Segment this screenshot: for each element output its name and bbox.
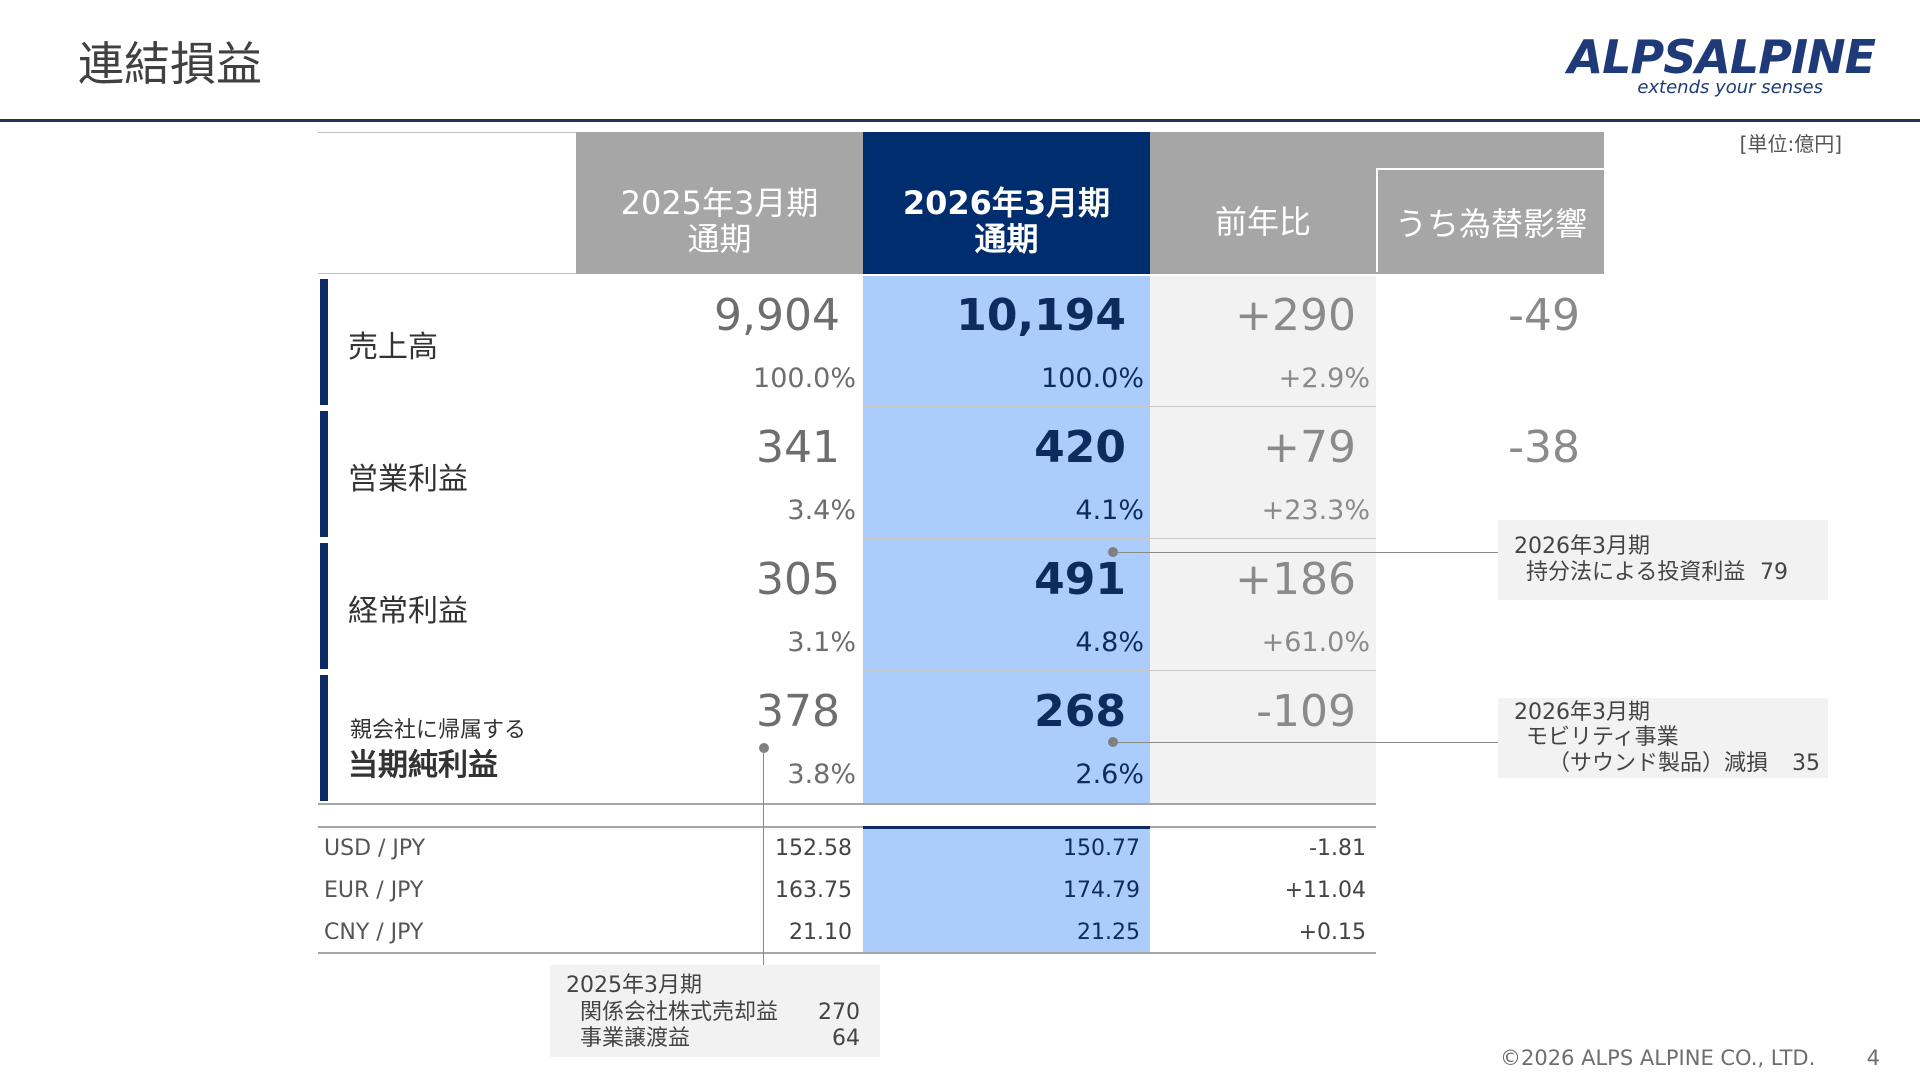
fx-pair-eur: EUR / JPY	[324, 878, 424, 903]
row-label-net-income-prefix: 親会社に帰属する	[350, 718, 527, 743]
header-fy2026-line2: 通期	[974, 220, 1039, 258]
logo-brand: ALPSALPINE	[1567, 30, 1876, 84]
ordinary-income-fy2026-pct: 4.8%	[1075, 627, 1144, 658]
sales-fx-impact: -49	[1508, 290, 1580, 341]
table-top-line	[318, 132, 576, 133]
row-separator	[863, 538, 1376, 539]
operating-income-fy2025-pct: 3.4%	[787, 495, 856, 526]
operating-income-fy2026: 420	[1034, 422, 1126, 473]
net-income-fy2026-pct: 2.6%	[1075, 759, 1144, 790]
sales-yoy: +290	[1235, 290, 1356, 341]
note-mobility-line1: 2026年3月期	[1514, 700, 1650, 725]
yoy-column-bg	[1150, 276, 1376, 804]
row-label-sales: 売上高	[348, 330, 438, 365]
note-mobility-line2: モビリティ事業	[1526, 725, 1679, 750]
row-label-operating-income: 営業利益	[348, 462, 468, 497]
header-bottom-line	[318, 273, 576, 274]
row-label-net-income: 当期純利益	[348, 748, 498, 783]
net-income-yoy: -109	[1256, 686, 1356, 737]
header-fy2026-line1: 2026年3月期	[902, 184, 1111, 222]
header-fy2025-line2: 通期	[687, 220, 752, 258]
note-gain-on-sale: 2025年3月期 関係会社株式売却益 270 事業譲渡益 64	[550, 965, 880, 1057]
note-gain-line1: 2025年3月期	[566, 973, 702, 998]
callout-dot-gain	[759, 743, 769, 753]
fx-pair-usd: USD / JPY	[324, 836, 426, 861]
sales-fy2025: 9,904	[714, 290, 840, 341]
operating-income-fx-impact: -38	[1508, 422, 1580, 473]
fx-usd-fy2025: 152.58	[775, 836, 852, 861]
sales-fy2026-pct: 100.0%	[1041, 363, 1144, 394]
header-yoy: 前年比	[1150, 132, 1376, 274]
row-separator	[863, 670, 1376, 671]
sales-yoy-pct: +2.9%	[1278, 363, 1370, 394]
ordinary-income-yoy-pct: +61.0%	[1261, 627, 1370, 658]
fx-cny-yoy: +0.15	[1298, 920, 1366, 945]
row-marker	[320, 675, 328, 801]
note-gain-value2: 64	[832, 1026, 860, 1051]
header-divider	[0, 119, 1920, 122]
net-income-fy2025: 378	[756, 686, 840, 737]
header-fy2025: 2025年3月期 通期	[576, 132, 863, 274]
header-yoy-label: 前年比	[1214, 203, 1311, 241]
ordinary-income-fy2026: 491	[1034, 554, 1126, 605]
fx-bottom-line	[318, 952, 1376, 954]
row-marker	[320, 279, 328, 405]
fx-usd-yoy: -1.81	[1309, 836, 1366, 861]
footer: ©2026 ALPS ALPINE CO., LTD. 4	[1500, 1046, 1880, 1070]
callout-line-equity	[1113, 552, 1498, 553]
operating-income-fy2026-pct: 4.1%	[1075, 495, 1144, 526]
unit-label: [単位:億円]	[1739, 132, 1842, 156]
fx-cny-fy2025: 21.10	[789, 920, 852, 945]
copyright: ©2026 ALPS ALPINE CO., LTD.	[1499, 1046, 1816, 1070]
note-gain-value1: 270	[818, 1000, 860, 1025]
ordinary-income-fy2025: 305	[756, 554, 840, 605]
note-equity-value: 79	[1760, 560, 1788, 585]
fx-eur-fy2025: 163.75	[775, 878, 852, 903]
net-income-fy2025-pct: 3.8%	[787, 759, 856, 790]
ordinary-income-fy2025-pct: 3.1%	[787, 627, 856, 658]
note-gain-line2: 関係会社株式売却益	[580, 1000, 779, 1025]
page-title: 連結損益	[78, 37, 262, 91]
fx-current-top-accent	[863, 826, 1150, 829]
fx-top-line	[318, 826, 1376, 828]
header-fy2026: 2026年3月期 通期	[863, 132, 1150, 274]
operating-income-yoy: +79	[1263, 422, 1356, 473]
note-gain-line3: 事業譲渡益	[580, 1026, 691, 1051]
note-mobility-impairment: 2026年3月期 モビリティ事業 （サウンド製品）減損 35	[1498, 698, 1828, 778]
row-separator	[863, 406, 1376, 407]
sales-fy2025-pct: 100.0%	[753, 363, 856, 394]
note-equity-line1: 2026年3月期	[1514, 534, 1650, 559]
note-equity-method: 2026年3月期 持分法による投資利益 79	[1498, 520, 1828, 600]
header-fx-impact-label: うち為替影響	[1394, 205, 1587, 243]
row-label-ordinary-income: 経常利益	[348, 594, 468, 629]
fx-cny-fy2026: 21.25	[1077, 920, 1140, 945]
note-equity-line2: 持分法による投資利益	[1526, 560, 1746, 585]
net-income-fy2026: 268	[1034, 686, 1126, 737]
header-fy2025-line1: 2025年3月期	[620, 184, 819, 222]
page-number: 4	[1866, 1046, 1880, 1070]
operating-income-yoy-pct: +23.3%	[1261, 495, 1370, 526]
fx-usd-fy2026: 150.77	[1063, 836, 1140, 861]
company-logo: ALPSALPINE extends your senses	[1545, 30, 1876, 100]
note-mobility-value: 35	[1792, 751, 1820, 776]
sales-fy2026: 10,194	[956, 290, 1126, 341]
note-mobility-line3: （サウンド製品）減損	[1548, 751, 1769, 776]
callout-line-mobility	[1113, 742, 1498, 743]
table-bottom-line	[318, 803, 1376, 805]
operating-income-fy2025: 341	[756, 422, 840, 473]
fx-eur-yoy: +11.04	[1284, 878, 1366, 903]
logo-tagline: extends your senses	[1637, 77, 1823, 98]
fx-current-column-bg	[863, 828, 1150, 952]
ordinary-income-yoy: +186	[1235, 554, 1356, 605]
callout-line-gain	[763, 748, 764, 965]
row-marker	[320, 411, 328, 537]
fx-eur-fy2026: 174.79	[1063, 878, 1140, 903]
header-fx-impact: うち為替影響	[1376, 168, 1606, 272]
current-column-bg	[863, 276, 1150, 804]
fx-pair-cny: CNY / JPY	[324, 920, 424, 945]
row-marker	[320, 543, 328, 669]
